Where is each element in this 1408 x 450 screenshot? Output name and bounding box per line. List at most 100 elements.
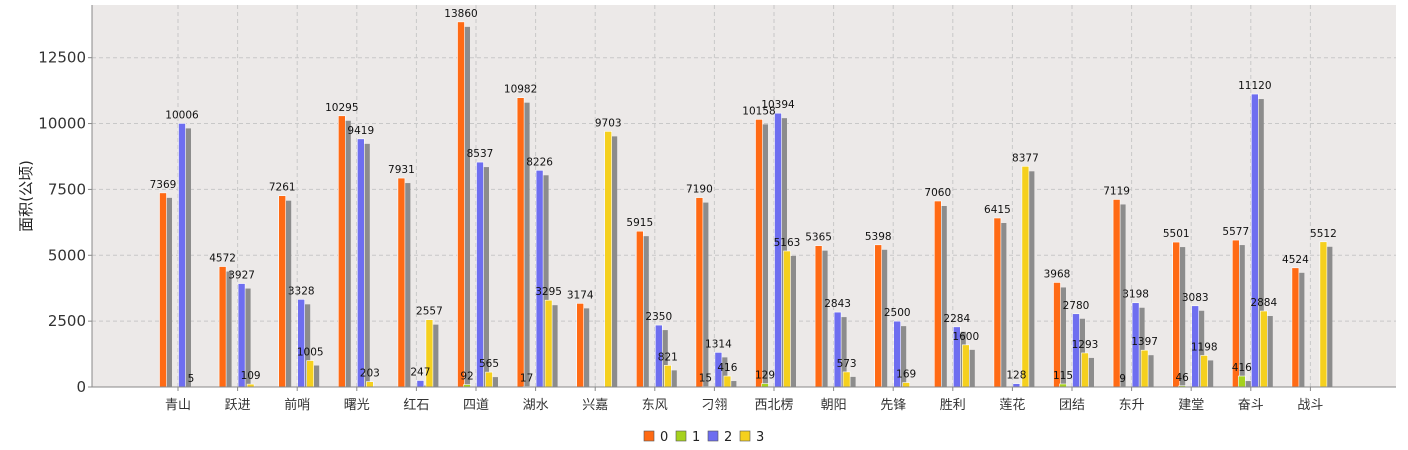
x-tick-label: 红石: [403, 397, 429, 413]
bar-series-3: [365, 381, 374, 388]
bar-shadow: [243, 288, 251, 387]
legend-swatch-2: [707, 430, 719, 442]
y-tick-label: 0: [76, 378, 86, 396]
bar-series-3: [902, 382, 911, 388]
legend-label-1: 1: [692, 430, 700, 445]
x-tick-label: 建堂: [1178, 398, 1204, 413]
bar-shadow: [491, 377, 498, 387]
bar-series-3: [723, 375, 732, 388]
bar-series-3: [306, 360, 315, 388]
legend-label-3: 3: [756, 430, 764, 445]
bar-shadow: [660, 330, 668, 387]
legend-swatch-0: [643, 430, 655, 442]
y-tick-label: 5000: [48, 246, 86, 264]
y-tick-label: 2500: [48, 312, 86, 330]
bar-series-0: [695, 197, 704, 388]
bar-series-0: [159, 192, 167, 388]
legend-label-2: 2: [724, 430, 732, 445]
bar-shadow: [610, 136, 618, 387]
bar-series-3: [1081, 352, 1089, 388]
bar-series-2: [1012, 383, 1021, 388]
data-label: 416: [1232, 362, 1252, 374]
data-label: 8377: [1012, 152, 1039, 164]
bar-shadow: [312, 365, 320, 387]
bar-shadow: [362, 143, 370, 387]
bar-series-0: [993, 217, 1002, 388]
bar-shadow: [522, 102, 530, 388]
data-labels-group: 7369457272611029579311386010982317459157…: [150, 8, 1337, 385]
bar-shadow: [899, 326, 907, 387]
bar-series-1: [1238, 375, 1246, 388]
x-tick-label: 奋斗: [1238, 398, 1264, 413]
y-ticks-group: 0 2500 5000 7500 10000 12500: [38, 49, 92, 396]
bar-series-3: [1200, 355, 1208, 388]
data-label: 9: [1119, 373, 1126, 385]
bar-shadow: [1178, 247, 1186, 387]
bar-shadow: [729, 381, 737, 387]
bar-shadow: [720, 357, 728, 387]
data-label: 8226: [526, 156, 553, 168]
bar-series-2: [774, 112, 782, 388]
bar-series-2: [535, 169, 544, 388]
bar-shadow: [541, 175, 549, 387]
data-label: 3328: [288, 285, 315, 297]
bar-series-group: [159, 21, 1333, 388]
bar-shadow: [789, 255, 796, 387]
bar-series-0: [874, 244, 883, 388]
bar-shadow: [1325, 246, 1333, 387]
data-label: 565: [479, 358, 499, 370]
x-tick-label: 朝阳: [821, 398, 847, 413]
data-label: 109: [241, 370, 261, 382]
bar-series-3: [485, 371, 493, 388]
bar-shadow: [848, 376, 856, 387]
data-label: 2557: [416, 306, 443, 318]
bar-series-0: [397, 177, 406, 388]
data-label: 10006: [165, 109, 199, 121]
legend-label-0: 0: [660, 430, 668, 445]
data-label: 4572: [209, 253, 236, 265]
x-tick-label: 西北楞: [754, 398, 793, 413]
bar-series-3: [783, 250, 791, 388]
bar-series-2: [356, 138, 365, 388]
bar-series-2: [833, 311, 842, 388]
bar-series-2: [297, 299, 306, 388]
grid-lines: [92, 5, 1396, 388]
bar-shadow: [1197, 310, 1205, 387]
data-label: 10394: [761, 99, 795, 111]
data-label: 5501: [1163, 228, 1190, 240]
bar-shadow: [820, 250, 828, 387]
data-label: 3174: [567, 289, 594, 301]
data-label: 3083: [1182, 292, 1209, 304]
data-label: 128: [1006, 370, 1026, 382]
data-label: 7119: [1103, 185, 1130, 197]
data-label: 1314: [705, 338, 732, 350]
bar-shadow: [1027, 171, 1035, 387]
bar-series-2: [1251, 93, 1259, 388]
data-label: 7261: [269, 182, 296, 194]
bar-series-0: [278, 195, 287, 388]
bar-series-0: [218, 266, 227, 388]
bar-shadow: [1206, 360, 1214, 387]
bar-shadow: [303, 304, 311, 387]
bar-shadow: [701, 202, 709, 387]
bar-series-0: [635, 230, 644, 388]
bar-shadow: [165, 197, 172, 387]
data-label: 7931: [388, 164, 415, 176]
y-tick-label: 12500: [38, 49, 86, 67]
data-label: 6415: [984, 204, 1011, 216]
x-tick-label: 东风: [642, 398, 668, 413]
data-label: 17: [520, 373, 533, 385]
data-label: 821: [658, 351, 678, 363]
data-label: 11120: [1238, 80, 1271, 92]
y-tick-label: 7500: [48, 180, 86, 198]
x-tick-label: 曙光: [344, 398, 370, 413]
x-tick-label: 刁翎: [701, 398, 727, 413]
bar-shadow: [939, 206, 947, 387]
x-tick-label: 东升: [1119, 398, 1145, 413]
data-label: 9419: [347, 125, 374, 137]
bar-series-0: [516, 97, 525, 388]
x-tick-label: 跃进: [225, 398, 251, 413]
bar-shadow: [463, 26, 470, 388]
bar-shadow: [669, 370, 677, 387]
data-label: 1397: [1131, 336, 1158, 348]
